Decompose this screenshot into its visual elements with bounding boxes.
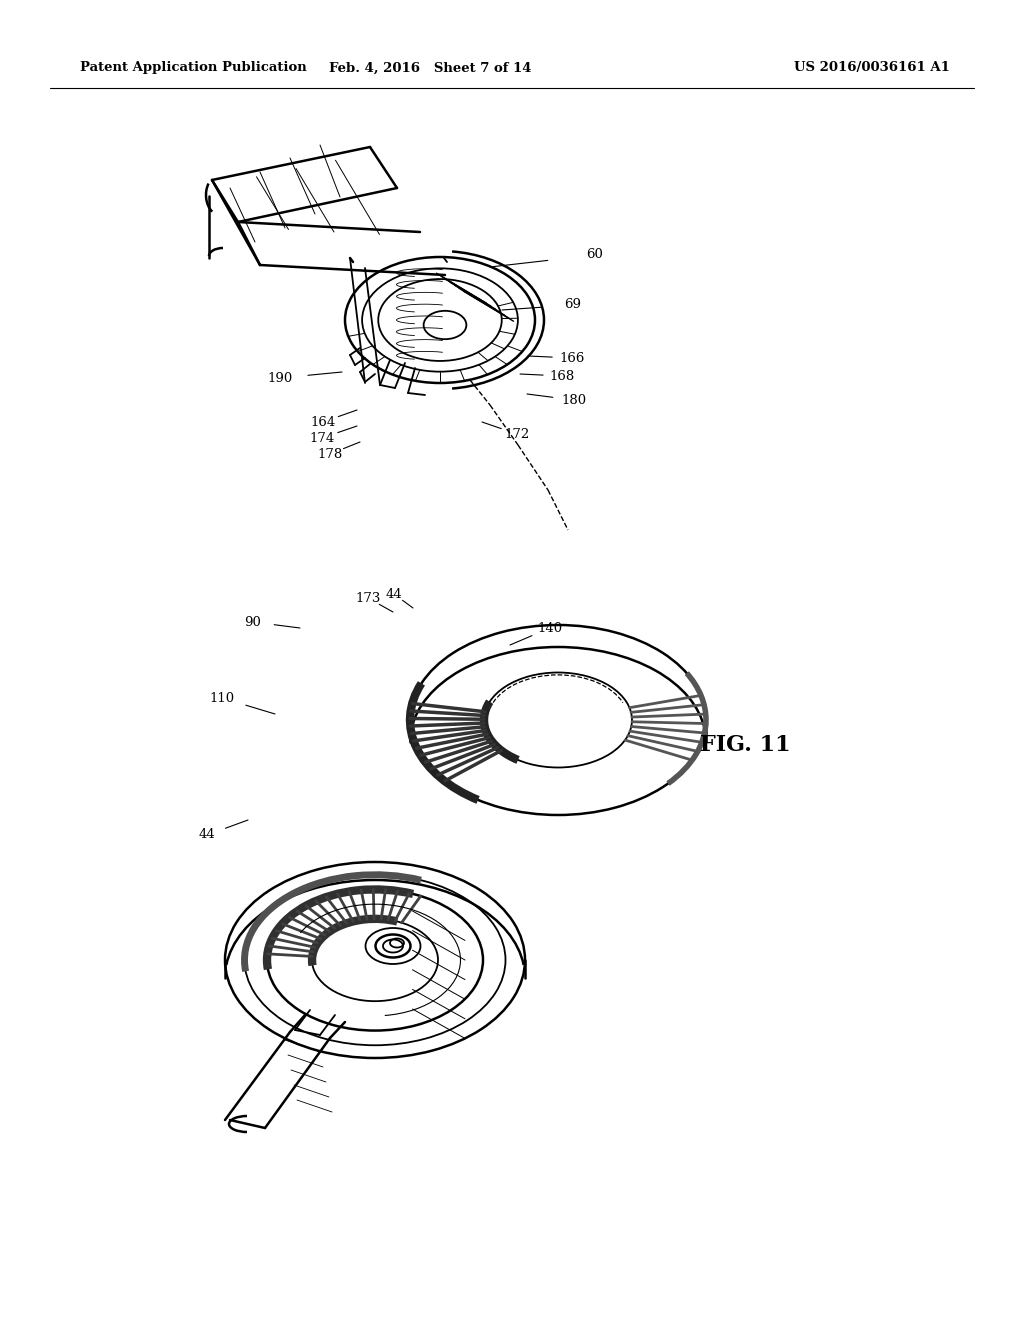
Text: Feb. 4, 2016   Sheet 7 of 14: Feb. 4, 2016 Sheet 7 of 14 [329, 62, 531, 74]
Text: Patent Application Publication: Patent Application Publication [80, 62, 307, 74]
Text: 60: 60 [587, 248, 603, 261]
Text: 180: 180 [561, 393, 587, 407]
Text: 44: 44 [386, 587, 402, 601]
Text: 168: 168 [549, 370, 574, 383]
Text: US 2016/0036161 A1: US 2016/0036161 A1 [795, 62, 950, 74]
Text: 90: 90 [245, 615, 261, 628]
Text: 164: 164 [310, 416, 336, 429]
Text: 190: 190 [267, 371, 293, 384]
Text: FIG. 11: FIG. 11 [700, 734, 791, 756]
Text: 110: 110 [210, 692, 234, 705]
Text: 172: 172 [505, 428, 529, 441]
Text: 173: 173 [355, 591, 381, 605]
Text: 178: 178 [317, 447, 343, 461]
Text: 140: 140 [538, 622, 562, 635]
Text: 174: 174 [309, 432, 335, 445]
Text: 69: 69 [564, 298, 582, 312]
Text: 166: 166 [559, 351, 585, 364]
Text: 44: 44 [199, 829, 215, 842]
